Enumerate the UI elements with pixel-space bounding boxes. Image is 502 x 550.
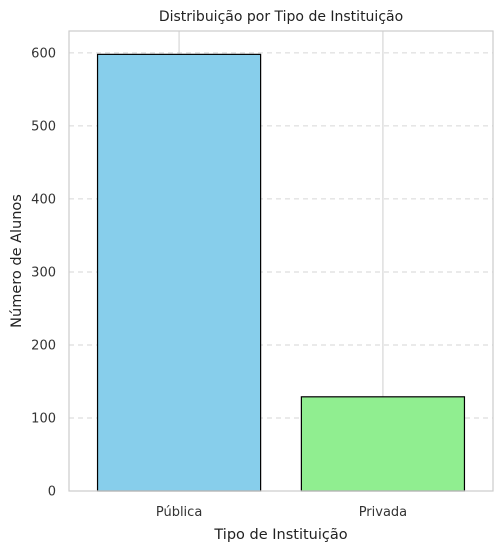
y-tick-label: 100 [31, 411, 56, 426]
x-tick-label: Privada [359, 505, 407, 520]
y-tick-label: 0 [48, 485, 56, 500]
chart-title: Distribuição por Tipo de Instituição [159, 9, 403, 25]
y-tick-label: 400 [31, 192, 56, 207]
y-tick-label: 300 [31, 265, 56, 280]
bar-1 [96, 53, 262, 492]
y-tick-label: 500 [31, 119, 56, 134]
y-tick-label: 200 [31, 338, 56, 353]
plot-frame [68, 30, 494, 492]
y-axis: 0 100 200 300 400 500 600 [31, 46, 56, 499]
bars [96, 53, 466, 492]
x-tick-label: Pública [156, 505, 202, 520]
x-axis-label: Tipo de Instituição [213, 527, 347, 543]
y-axis-label: Número de Alunos [9, 194, 25, 328]
x-axis: Pública Privada [156, 505, 407, 520]
bar-2 [300, 396, 466, 492]
y-tick-label: 600 [31, 46, 56, 61]
